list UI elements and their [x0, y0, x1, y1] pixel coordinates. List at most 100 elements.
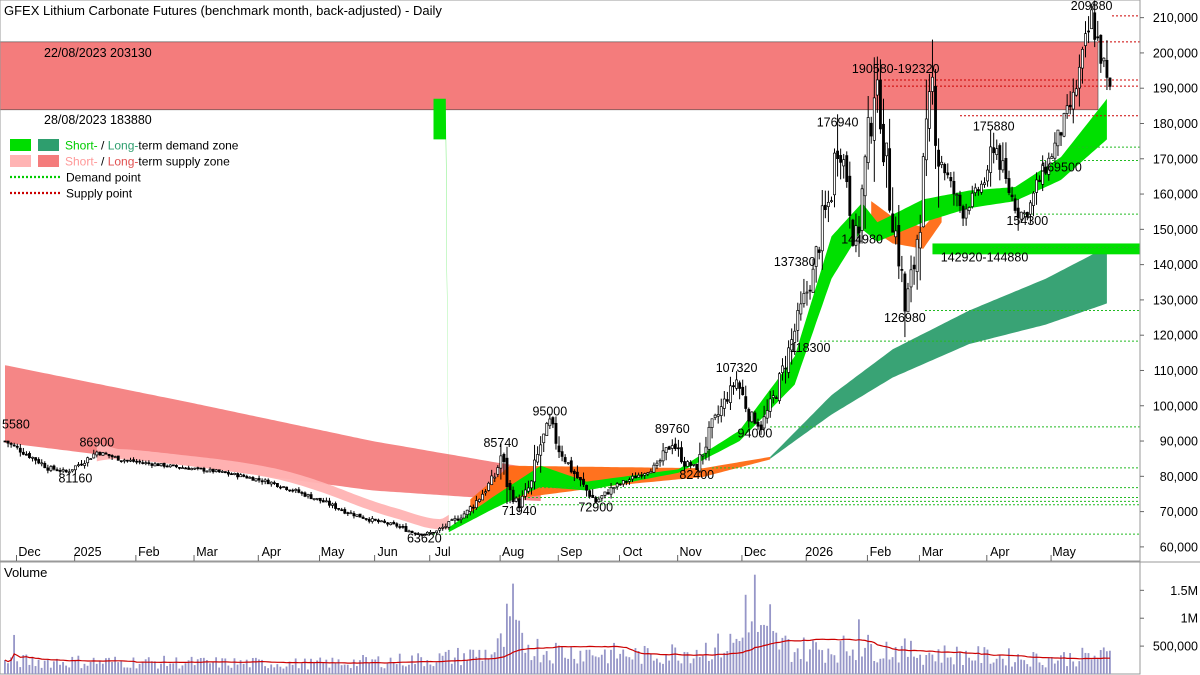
volume-bar — [251, 657, 254, 674]
volume-bar — [704, 642, 707, 674]
candle-body — [1044, 166, 1048, 174]
candle-body — [909, 269, 913, 288]
candle-body — [211, 468, 215, 473]
volume-bar — [943, 645, 946, 674]
volume-bar — [940, 662, 943, 674]
volume-bar — [248, 667, 251, 674]
candle-body — [380, 520, 383, 523]
candle-body — [575, 471, 579, 479]
price-tick-label: 100,000 — [1153, 399, 1198, 413]
annotation-label: 63620 — [407, 532, 442, 546]
volume-bar — [395, 664, 398, 674]
volume-bar — [842, 635, 845, 674]
candle-body — [107, 453, 111, 457]
volume-bar — [1109, 650, 1111, 674]
long-supply-band — [5, 365, 541, 501]
candle-body — [716, 414, 720, 417]
candle-body — [294, 489, 298, 491]
candle-body — [386, 522, 390, 525]
volume-bar — [108, 657, 110, 674]
candle-body — [15, 445, 19, 448]
volume-bar — [805, 661, 808, 674]
candle-body — [251, 477, 255, 481]
volume-bar — [291, 664, 294, 674]
candle-body — [545, 422, 549, 436]
volume-bar — [567, 658, 570, 674]
volume-bar — [1044, 667, 1047, 674]
volume-bar — [65, 665, 68, 674]
volume-bar — [518, 620, 521, 674]
annotation-label: 175880 — [973, 120, 1015, 134]
candle-body — [689, 462, 693, 466]
legend-label: Short- / Long-term demand zone — [65, 139, 239, 153]
volume-bar — [876, 662, 879, 674]
volume-bar — [649, 653, 652, 674]
volume-bar — [285, 666, 288, 674]
candle-body — [885, 142, 888, 157]
candle-body — [523, 489, 527, 497]
volume-bar — [1029, 666, 1032, 674]
volume-bar — [172, 663, 175, 674]
volume-bar — [671, 644, 674, 674]
volume-bar — [965, 650, 967, 674]
candle-body — [174, 465, 178, 468]
volume-bar — [809, 649, 811, 674]
candle-body — [12, 444, 16, 447]
candle-body — [233, 472, 236, 475]
candle-body — [579, 477, 582, 481]
volume-bar — [227, 665, 230, 674]
candle-body — [888, 148, 892, 211]
legend-long-text: Long- — [108, 139, 139, 153]
volume-bar — [319, 657, 322, 674]
volume-bar — [689, 663, 692, 674]
volume-bar — [380, 667, 383, 674]
volume-bar — [74, 659, 77, 674]
volume-bar — [674, 647, 677, 674]
candle-body — [401, 526, 405, 528]
candle-body — [707, 426, 711, 450]
candle-body — [1047, 157, 1051, 175]
candle-body — [55, 469, 59, 472]
volume-bar — [28, 664, 31, 674]
annotation-label: 142920-144880 — [941, 250, 1029, 264]
volume-bar — [89, 661, 92, 674]
volume-bar — [478, 649, 481, 674]
candle-body — [505, 457, 509, 488]
volume-bar — [505, 603, 508, 674]
legend-rest-text: term demand zone — [138, 139, 238, 153]
candle-body — [710, 418, 714, 428]
candle-body — [1007, 178, 1011, 193]
price-tick-label: 210,000 — [1153, 11, 1198, 25]
volume-bar — [150, 661, 153, 674]
volume-bar — [343, 664, 346, 674]
volume-bar — [453, 657, 456, 674]
candle-body — [784, 367, 787, 370]
legend-sep-text: / — [98, 139, 108, 153]
candle-body — [955, 194, 959, 196]
candle-body — [600, 495, 604, 499]
volume-bar — [181, 665, 184, 674]
candle-body — [566, 462, 570, 464]
volume-bar — [481, 660, 484, 674]
candle-body — [664, 447, 668, 453]
volume-bar — [120, 660, 123, 674]
volume-bar — [209, 663, 211, 674]
candle-body — [643, 473, 647, 476]
candle-body — [184, 467, 188, 470]
volume-bar — [1075, 666, 1078, 674]
price-tick-label: 60,000 — [1160, 540, 1198, 554]
candle-body — [407, 530, 411, 533]
candle-body — [983, 182, 986, 186]
candle-body — [6, 440, 10, 444]
candle-body — [1096, 36, 1100, 39]
candle-body — [89, 458, 93, 460]
volume-bar — [157, 668, 159, 674]
candle-body — [1108, 77, 1112, 87]
candle-body — [83, 463, 87, 466]
candle-body — [205, 470, 209, 473]
volume-bar — [983, 647, 986, 674]
volume-bar — [747, 632, 750, 674]
candle-body — [1056, 129, 1060, 147]
volume-bar — [570, 646, 573, 674]
candle-body — [432, 531, 435, 534]
